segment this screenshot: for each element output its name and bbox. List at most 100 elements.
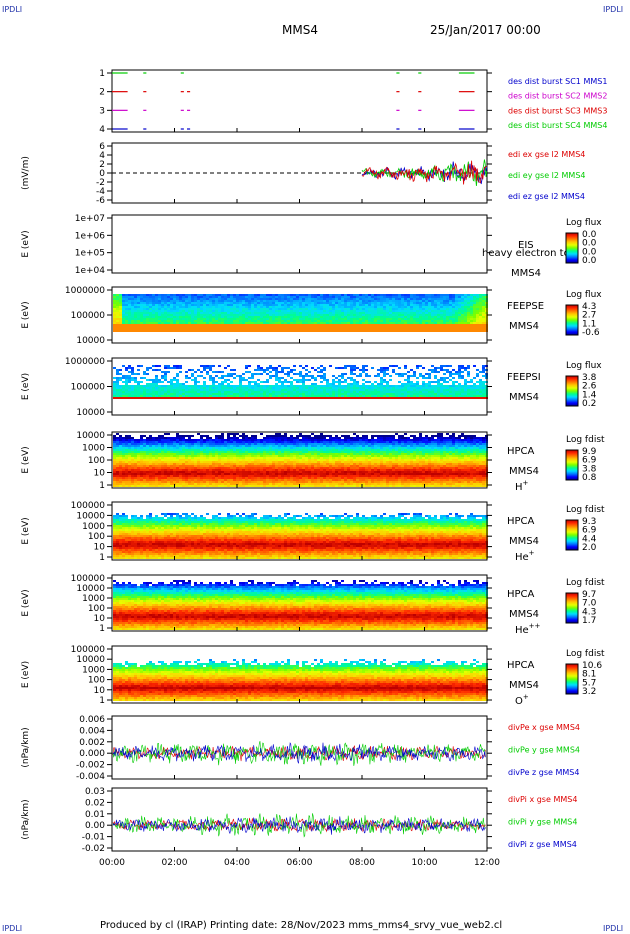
spectrogram-cell	[245, 322, 248, 324]
spectrogram-cell	[170, 391, 173, 393]
spectrogram-cell	[272, 302, 275, 304]
spectrogram-cell	[227, 395, 230, 397]
spectrogram-cell	[119, 477, 122, 479]
spectrogram-cell	[182, 459, 185, 461]
spectrogram-cell	[191, 391, 194, 393]
spectrogram-cell	[116, 485, 119, 487]
spectrogram-cell	[176, 467, 179, 469]
spectrogram-cell	[296, 296, 299, 298]
spectrogram-cell	[290, 377, 293, 379]
spectrogram-cell	[242, 316, 245, 318]
spectrogram-cell	[143, 371, 146, 373]
spectrogram-cell	[344, 296, 347, 298]
spectrogram-cell	[236, 314, 239, 316]
spectrogram-cell	[482, 395, 485, 397]
spectrogram-cell	[479, 383, 482, 385]
spectrogram-cell	[116, 298, 119, 300]
spectrogram-cell	[344, 302, 347, 304]
spectrogram-cell	[197, 481, 200, 483]
spectrogram-cell	[140, 447, 143, 449]
spectrogram-cell	[194, 328, 197, 330]
spectrogram-cell	[350, 389, 353, 391]
spectrogram-cell	[200, 371, 203, 373]
spectrogram-cell	[455, 302, 458, 304]
spectrogram-cell	[287, 296, 290, 298]
eis-ytick-label: 1e+07	[75, 214, 105, 224]
spectrogram-cell	[287, 326, 290, 328]
spectrogram-cell	[287, 389, 290, 391]
spectrogram-cell	[368, 328, 371, 330]
spectrogram-cell	[161, 443, 164, 445]
spectrogram-cell	[194, 479, 197, 481]
spectrogram-cell	[392, 306, 395, 308]
spectrogram-cell	[329, 326, 332, 328]
spectrogram-cell	[476, 296, 479, 298]
spectrogram-cell	[203, 314, 206, 316]
spectrogram-cell	[431, 308, 434, 310]
spectrogram-cell	[344, 397, 347, 399]
spectrogram-cell	[122, 457, 125, 459]
spectrogram-cell	[113, 439, 116, 441]
spectrogram-cell	[188, 463, 191, 465]
spectrogram-cell	[347, 316, 350, 318]
spectrogram-cell	[131, 330, 134, 332]
spectrogram-cell	[197, 393, 200, 395]
spectrogram-cell	[257, 306, 260, 308]
spectrogram-cell	[476, 320, 479, 322]
spectrogram-cell	[476, 294, 479, 296]
spectrogram-cell	[419, 304, 422, 306]
spectrogram-cell	[158, 381, 161, 383]
spectrogram-cell	[323, 375, 326, 377]
spectrogram-cell	[458, 391, 461, 393]
edi-legend-entry: edi ex gse l2 MMS4	[508, 150, 585, 159]
spectrogram-cell	[308, 379, 311, 381]
spectrogram-cell	[122, 441, 125, 443]
spectrogram-cell	[305, 300, 308, 302]
spectrogram-cell	[335, 330, 338, 332]
spectrogram-cell	[272, 385, 275, 387]
spectrogram-cell	[137, 306, 140, 308]
spectrogram-cell	[362, 365, 365, 367]
spectrogram-cell	[275, 326, 278, 328]
spectrogram-cell	[452, 296, 455, 298]
spectrogram-cell	[299, 300, 302, 302]
spectrogram-cell	[149, 397, 152, 399]
spectrogram-cell	[203, 310, 206, 312]
spectrogram-cell	[245, 318, 248, 320]
spectrogram-cell	[263, 308, 266, 310]
spectrogram-cell	[155, 475, 158, 477]
spectrogram-cell	[230, 391, 233, 393]
spectrogram-cell	[431, 318, 434, 320]
spectrogram-cell	[476, 391, 479, 393]
spectrogram-cell	[149, 302, 152, 304]
spectrogram-cell	[176, 314, 179, 316]
spectrogram-cell	[347, 387, 350, 389]
spectrogram-cell	[299, 310, 302, 312]
spectrogram-cell	[398, 316, 401, 318]
spectrogram-cell	[224, 298, 227, 300]
spectrogram-cell	[146, 447, 149, 449]
spectrogram-cell	[476, 369, 479, 371]
spectrogram-cell	[281, 308, 284, 310]
spectrogram-cell	[425, 298, 428, 300]
spectrogram-cell	[212, 449, 215, 451]
spectrogram-cell	[152, 465, 155, 467]
spectrogram-cell	[257, 294, 260, 296]
spectrogram-cell	[446, 397, 449, 399]
spectrogram-cell	[122, 471, 125, 473]
spectrogram-cell	[131, 459, 134, 461]
spectrogram-cell	[269, 377, 272, 379]
spectrogram-cell	[263, 328, 266, 330]
spectrogram-cell	[188, 469, 191, 471]
spectrogram-cell	[221, 375, 224, 377]
spectrogram-cell	[116, 451, 119, 453]
spectrogram-cell	[206, 328, 209, 330]
spectrogram-cell	[338, 385, 341, 387]
spectrogram-cell	[167, 467, 170, 469]
spectrogram-cell	[380, 326, 383, 328]
spectrogram-cell	[296, 328, 299, 330]
spectrogram-cell	[215, 445, 218, 447]
spectrogram-cell	[464, 381, 467, 383]
spectrogram-cell	[152, 479, 155, 481]
spectrogram-cell	[446, 324, 449, 326]
